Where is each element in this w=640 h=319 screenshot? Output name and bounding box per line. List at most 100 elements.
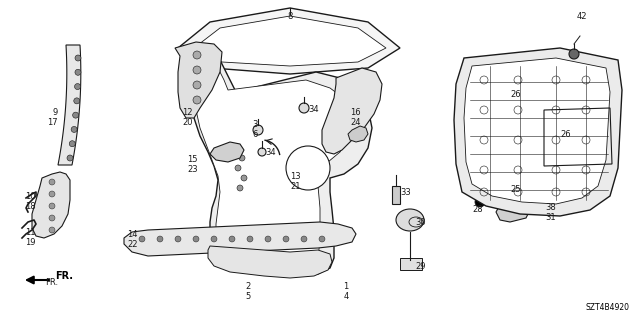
Circle shape — [237, 185, 243, 191]
Circle shape — [74, 84, 81, 90]
Text: 5: 5 — [245, 292, 251, 301]
Text: 17: 17 — [47, 118, 58, 127]
Circle shape — [319, 236, 325, 242]
Text: 24: 24 — [350, 118, 360, 127]
Text: 2: 2 — [245, 282, 251, 291]
Circle shape — [299, 103, 309, 113]
Circle shape — [49, 179, 55, 185]
Circle shape — [246, 263, 250, 269]
Circle shape — [71, 126, 77, 132]
Circle shape — [193, 236, 199, 242]
Polygon shape — [208, 246, 332, 278]
Polygon shape — [464, 58, 610, 204]
Circle shape — [69, 141, 76, 147]
Ellipse shape — [396, 209, 424, 231]
Circle shape — [211, 236, 217, 242]
Circle shape — [193, 66, 201, 74]
Text: 33: 33 — [400, 188, 411, 197]
Circle shape — [225, 263, 230, 269]
Circle shape — [258, 148, 266, 156]
Circle shape — [296, 263, 301, 269]
Circle shape — [235, 165, 241, 171]
Circle shape — [193, 51, 201, 59]
Text: 3: 3 — [253, 120, 258, 129]
Circle shape — [235, 145, 241, 151]
Circle shape — [175, 236, 181, 242]
Text: 15: 15 — [188, 155, 198, 164]
Text: FR.: FR. — [55, 271, 73, 281]
Circle shape — [241, 175, 247, 181]
Circle shape — [253, 125, 263, 135]
Text: 19: 19 — [26, 238, 36, 247]
Text: 30: 30 — [415, 218, 426, 227]
Circle shape — [157, 236, 163, 242]
Text: 26: 26 — [510, 90, 520, 99]
Circle shape — [239, 155, 245, 161]
Circle shape — [139, 236, 145, 242]
Text: 12: 12 — [182, 108, 193, 117]
Circle shape — [74, 98, 80, 104]
Text: 9: 9 — [52, 108, 58, 117]
Text: 1: 1 — [344, 282, 349, 291]
Text: 34: 34 — [308, 105, 319, 114]
Circle shape — [305, 263, 310, 269]
Circle shape — [75, 69, 81, 75]
Text: SZT4B4920: SZT4B4920 — [586, 303, 630, 312]
Text: 11: 11 — [26, 228, 36, 237]
Circle shape — [475, 197, 485, 207]
Polygon shape — [124, 222, 356, 256]
Text: 21: 21 — [290, 182, 301, 191]
Circle shape — [229, 236, 235, 242]
Polygon shape — [194, 56, 354, 270]
Text: 10: 10 — [26, 192, 36, 201]
Text: 14: 14 — [127, 230, 138, 239]
Circle shape — [266, 263, 271, 269]
Text: 4: 4 — [344, 292, 349, 301]
Circle shape — [193, 96, 201, 104]
Polygon shape — [175, 42, 222, 118]
Circle shape — [49, 203, 55, 209]
Circle shape — [67, 155, 73, 161]
Text: 20: 20 — [182, 118, 193, 127]
Polygon shape — [348, 126, 368, 142]
Polygon shape — [322, 68, 382, 154]
Circle shape — [247, 236, 253, 242]
Circle shape — [49, 215, 55, 221]
Circle shape — [569, 49, 579, 59]
Text: 18: 18 — [26, 202, 36, 211]
Polygon shape — [392, 186, 400, 204]
Circle shape — [275, 263, 280, 269]
Polygon shape — [178, 8, 400, 74]
Circle shape — [236, 263, 241, 269]
Polygon shape — [32, 172, 70, 238]
Text: 25: 25 — [510, 185, 520, 194]
Circle shape — [265, 236, 271, 242]
Circle shape — [193, 81, 201, 89]
Polygon shape — [194, 16, 386, 66]
Text: 6: 6 — [253, 130, 258, 139]
Circle shape — [49, 191, 55, 197]
Circle shape — [49, 227, 55, 233]
Polygon shape — [496, 200, 530, 222]
Text: 34: 34 — [265, 148, 276, 157]
Text: 8: 8 — [287, 12, 292, 21]
Text: 13: 13 — [290, 172, 301, 181]
Circle shape — [283, 236, 289, 242]
Polygon shape — [454, 48, 622, 216]
Polygon shape — [210, 142, 244, 162]
Text: 22: 22 — [127, 240, 138, 249]
Text: 29: 29 — [415, 262, 426, 271]
Polygon shape — [58, 45, 81, 165]
Text: 38: 38 — [545, 203, 556, 212]
Text: 23: 23 — [188, 165, 198, 174]
Text: 26: 26 — [560, 130, 571, 139]
Circle shape — [285, 263, 291, 269]
Circle shape — [255, 263, 260, 269]
Text: FR.: FR. — [45, 278, 58, 287]
Text: 16: 16 — [350, 108, 360, 117]
Text: 28: 28 — [472, 205, 483, 214]
Circle shape — [286, 146, 330, 190]
Text: 31: 31 — [545, 213, 556, 222]
Circle shape — [301, 236, 307, 242]
Circle shape — [75, 55, 81, 61]
